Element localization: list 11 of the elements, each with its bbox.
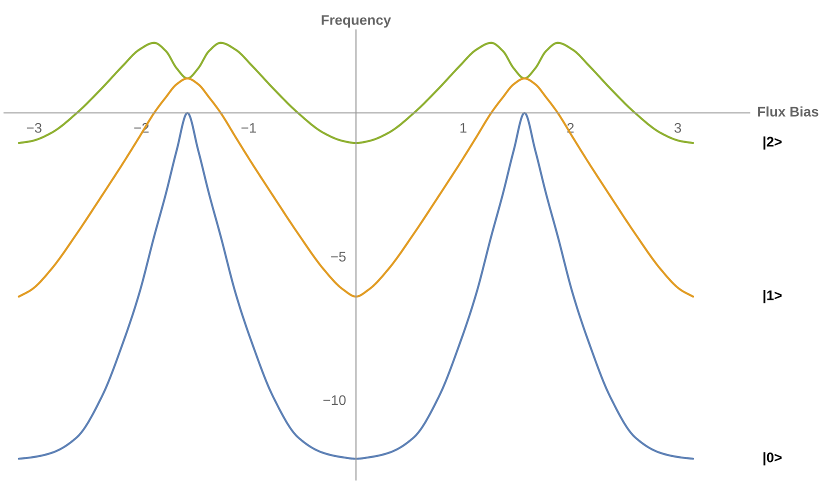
- text: |2>: [764, 136, 782, 150]
- x-tick-label: 1: [460, 123, 466, 133]
- text: |0>: [764, 452, 782, 466]
- x-tick-label: −3: [26, 122, 42, 133]
- y-tick-label: −10: [323, 395, 346, 406]
- x-tick-label: 3: [674, 122, 682, 133]
- x-tick-label: −1: [241, 123, 256, 133]
- text: |1>: [764, 290, 782, 304]
- y-tick-label: −5: [331, 252, 346, 262]
- y-axis-title: Frequency: [322, 15, 392, 28]
- x-axis-title: Flux Bias: [758, 106, 818, 117]
